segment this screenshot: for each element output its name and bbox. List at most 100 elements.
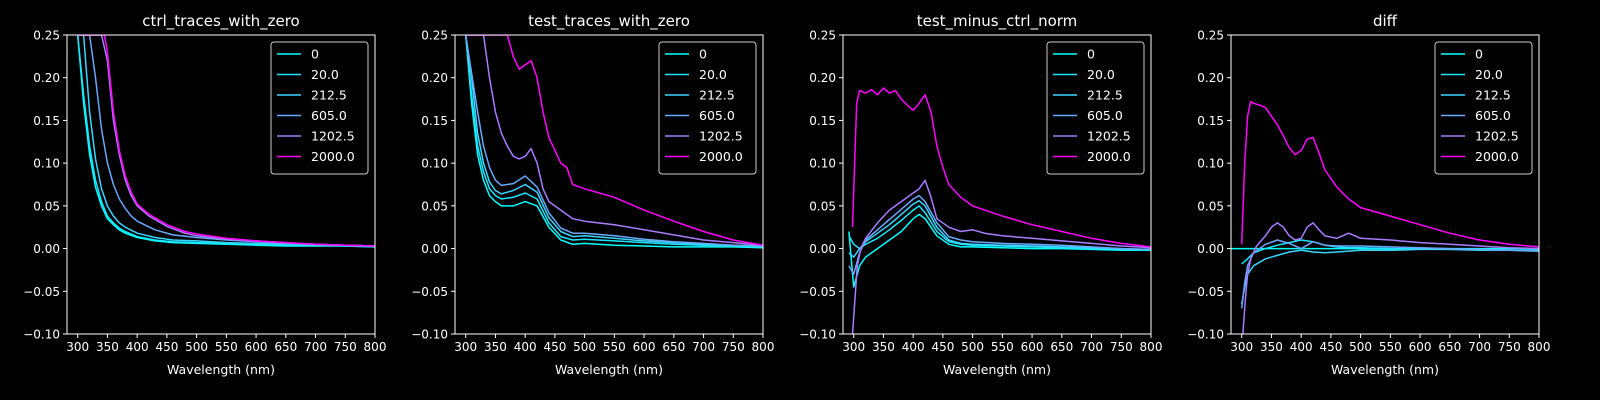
series-group <box>464 35 763 249</box>
series-line-605.0 <box>848 194 1151 275</box>
x-tick-label: 400 <box>1290 340 1313 354</box>
x-tick-label: 550 <box>991 340 1014 354</box>
y-tick-label: 0.20 <box>421 71 448 85</box>
x-tick-label: 450 <box>155 340 178 354</box>
series-line-212.5 <box>848 199 1151 258</box>
chart-panel-4: diff Wavelength (nm) 300 350 400 450 500 550 600… <box>1187 12 1550 377</box>
series-line-0 <box>76 35 375 248</box>
x-tick-label: 800 <box>364 340 387 354</box>
legend-entry: 2000.0 <box>1087 149 1131 164</box>
legend-entry: 605.0 <box>1087 108 1123 123</box>
y-tick-label: 0.20 <box>1197 71 1224 85</box>
chart-panel-3: test_minus_ctrl_norm Wavelength (nm) 300 35… <box>799 12 1162 377</box>
x-tick-label: 350 <box>484 340 507 354</box>
y-tick-label: −0.05 <box>1187 285 1224 299</box>
y-tick-label: 0.25 <box>33 29 60 43</box>
y-tick-label: 0.15 <box>1197 114 1224 128</box>
legend-entry: 212.5 <box>699 88 735 103</box>
chart-title: diff <box>1373 12 1398 30</box>
series-line-212.5 <box>1240 248 1539 305</box>
x-tick-label: 650 <box>1050 340 1073 354</box>
legend-entry: 605.0 <box>699 108 735 123</box>
legend-entry: 20.0 <box>311 67 339 82</box>
x-tick-label: 500 <box>1349 340 1372 354</box>
y-tick-label: −0.10 <box>1187 328 1224 342</box>
series-line-605.0 <box>464 35 763 247</box>
series-line-20.0 <box>1241 239 1539 265</box>
legend-entry: 2000.0 <box>699 149 743 164</box>
x-tick-label: 700 <box>1468 340 1491 354</box>
x-tick-label: 750 <box>722 340 745 354</box>
legend-entry: 1202.5 <box>311 129 355 144</box>
x-tick-label: 750 <box>1110 340 1133 354</box>
legend: 0 20.0 212.5 605.0 1202.5 2000.0 <box>1434 41 1533 175</box>
y-tick-label: 0.10 <box>33 157 60 171</box>
x-tick-label: 600 <box>1409 340 1432 354</box>
legend: 0 20.0 212.5 605.0 1202.5 2000.0 <box>270 41 369 175</box>
legend-entry: 2000.0 <box>311 149 355 164</box>
x-tick-label: 750 <box>334 340 357 354</box>
x-tick-label: 800 <box>752 340 775 354</box>
x-tick-label: 400 <box>514 340 537 354</box>
y-tick-label: 0.15 <box>33 114 60 128</box>
series-line-212.5 <box>77 35 375 247</box>
series-line-0 <box>464 35 763 249</box>
legend-entry: 212.5 <box>311 88 347 103</box>
x-axis-label: Wavelength (nm) <box>555 362 663 377</box>
x-tick-label: 300 <box>1230 340 1253 354</box>
legend-entry: 605.0 <box>1475 108 1511 123</box>
series-group <box>76 35 375 248</box>
y-tick-label: 0.10 <box>809 157 836 171</box>
series-line-2000.0 <box>851 87 1151 248</box>
x-axis-label: Wavelength (nm) <box>943 362 1051 377</box>
x-tick-label: 450 <box>1319 340 1342 354</box>
y-tick-label: −0.10 <box>411 328 448 342</box>
series-line-20.0 <box>76 35 375 248</box>
series-group <box>1231 100 1539 334</box>
y-tick-label: 0.25 <box>421 29 448 43</box>
legend-entry: 1202.5 <box>1087 129 1131 144</box>
x-tick-label: 500 <box>961 340 984 354</box>
y-tick-label: 0.05 <box>1197 199 1224 213</box>
y-tick-label: 0.00 <box>421 242 448 256</box>
y-tick-label: 0.05 <box>33 199 60 213</box>
legend-entry: 212.5 <box>1475 88 1511 103</box>
x-tick-label: 650 <box>662 340 685 354</box>
y-tick-label: 0.15 <box>421 114 448 128</box>
series-line-605.0 <box>77 35 375 247</box>
plot-frame <box>66 34 376 335</box>
x-tick-label: 400 <box>902 340 925 354</box>
y-tick-label: 0.05 <box>421 199 448 213</box>
x-tick-label: 400 <box>126 340 149 354</box>
chart-title: test_minus_ctrl_norm <box>917 12 1078 31</box>
y-tick-label: −0.05 <box>799 285 836 299</box>
legend-entry: 605.0 <box>311 108 347 123</box>
x-tick-label: 600 <box>245 340 268 354</box>
y-tick-label: −0.05 <box>23 285 60 299</box>
x-tick-label: 500 <box>185 340 208 354</box>
y-tick-label: 0.10 <box>421 157 448 171</box>
series-line-212.5 <box>464 35 763 247</box>
x-tick-label: 350 <box>872 340 895 354</box>
x-tick-label: 300 <box>454 340 477 354</box>
x-tick-label: 450 <box>931 340 954 354</box>
y-tick-label: 0.05 <box>809 199 836 213</box>
legend: 0 20.0 212.5 605.0 1202.5 2000.0 <box>658 41 757 175</box>
chart-panel-2: test_traces_with_zero Wavelength (nm) 300 3… <box>411 12 774 377</box>
y-tick-label: 0.10 <box>1197 157 1224 171</box>
series-line-2000.0 <box>465 35 763 246</box>
chart-title: ctrl_traces_with_zero <box>142 12 299 31</box>
y-tick-label: 0.00 <box>1197 242 1224 256</box>
y-tick-label: 0.00 <box>809 242 836 256</box>
plot-frame <box>842 34 1152 335</box>
x-tick-label: 700 <box>304 340 327 354</box>
x-tick-label: 800 <box>1140 340 1163 354</box>
x-tick-label: 300 <box>66 340 89 354</box>
y-tick-label: 0.25 <box>1197 29 1224 43</box>
x-tick-label: 700 <box>692 340 715 354</box>
x-tick-label: 350 <box>96 340 119 354</box>
legend-entry: 212.5 <box>1087 88 1123 103</box>
x-tick-label: 550 <box>215 340 238 354</box>
legend-entry: 0 <box>1087 47 1095 62</box>
legend-entry: 1202.5 <box>1475 129 1519 144</box>
